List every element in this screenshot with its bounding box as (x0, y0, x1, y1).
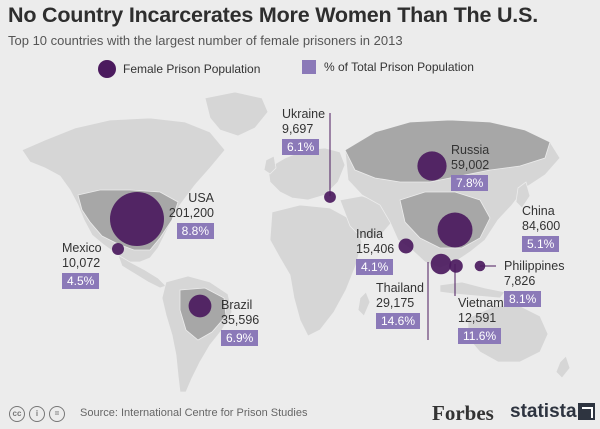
label-thailand-population: 29,175 (376, 296, 415, 310)
source-note: Source: International Centre for Prison … (80, 407, 308, 419)
japan (515, 181, 531, 209)
statista-mark-icon (578, 403, 595, 420)
label-india-share: 4.1% (356, 259, 394, 275)
africa (269, 204, 363, 337)
bubble-vietnam (449, 259, 463, 273)
bubble-brazil (188, 294, 212, 318)
label-mexico-population: 10,072 (62, 256, 101, 270)
chart-title: No Country Incarcerates More Women Than … (8, 3, 538, 27)
label-russia-share: 7.8% (451, 175, 489, 191)
label-usa-population: 201,200 (168, 206, 214, 220)
label-ukraine: Ukraine 9,697 6.1% (282, 107, 325, 155)
label-russia-population: 59,002 (451, 158, 490, 172)
forbes-logo[interactable]: Forbes (432, 401, 494, 425)
label-brazil-population: 35,596 (221, 313, 260, 327)
label-usa-share: 8.8% (176, 223, 214, 239)
label-philippines-share: 8.1% (504, 291, 542, 307)
bubble-mexico (112, 243, 124, 255)
label-thailand-share: 14.6% (376, 313, 421, 329)
label-china-share: 5.1% (522, 236, 560, 252)
label-brazil: Brazil 35,596 6.9% (221, 298, 259, 346)
label-brazil-share: 6.9% (221, 330, 259, 346)
label-ukraine-name: Ukraine (282, 107, 326, 121)
label-china-population: 84,600 (522, 219, 561, 233)
footer: cc i = Source: International Centre for … (0, 400, 600, 429)
madagascar (357, 291, 371, 317)
label-china-name: China (522, 204, 555, 218)
legend-population-label: Female Prison Population (123, 62, 261, 76)
label-thailand: Thailand 29,175 14.6% (376, 281, 424, 329)
label-india: India 15,406 4.1% (356, 227, 394, 275)
label-vietnam-population: 12,591 (458, 311, 497, 325)
label-philippines-population: 7,826 (504, 274, 536, 288)
bubble-philippines (474, 260, 486, 272)
bubble-china (437, 212, 473, 248)
russia-shape (344, 119, 551, 183)
label-vietnam-name: Vietnam (458, 296, 504, 310)
no-derivatives-icon[interactable]: = (49, 406, 65, 422)
bubble-india (398, 238, 414, 254)
legend-share-label: % of Total Prison Population (324, 60, 474, 74)
legend-share: % of Total Prison Population (302, 60, 474, 74)
label-russia: Russia 59,002 7.8% (451, 143, 489, 191)
label-vietnam-share: 11.6% (458, 328, 502, 344)
label-usa: USA 201,200 8.8% (160, 191, 214, 239)
bubble-ukraine (324, 191, 336, 203)
label-vietnam: Vietnam 12,591 11.6% (458, 296, 504, 344)
label-ukraine-share: 6.1% (282, 139, 320, 155)
label-philippines: Philippines 7,826 8.1% (504, 259, 564, 307)
chart-subtitle: Top 10 countries with the largest number… (8, 33, 403, 48)
uk (263, 155, 277, 175)
label-mexico-share: 4.5% (62, 273, 100, 289)
label-usa-name: USA (188, 191, 214, 205)
indonesia (439, 281, 506, 299)
bubbles (110, 151, 486, 318)
label-russia-name: Russia (451, 143, 490, 157)
label-india-name: India (356, 227, 384, 241)
label-mexico-name: Mexico (62, 241, 102, 255)
legend-population: Female Prison Population (98, 60, 260, 78)
legend: Female Prison Population % of Total Pris… (0, 60, 600, 82)
square-icon (302, 60, 316, 74)
label-india-population: 15,406 (356, 242, 395, 256)
label-china: China 84,600 5.1% (522, 204, 560, 252)
statista-logo[interactable]: statista (510, 401, 577, 422)
cc-icon[interactable]: cc (9, 406, 25, 422)
bubble-russia (417, 151, 447, 181)
bubble-thailand (430, 253, 452, 275)
greenland (204, 91, 269, 137)
bubble-icon (98, 60, 116, 78)
label-mexico: Mexico 10,072 4.5% (62, 241, 102, 289)
label-ukraine-population: 9,697 (282, 122, 314, 136)
label-philippines-name: Philippines (504, 259, 565, 273)
label-thailand-name: Thailand (376, 281, 424, 295)
attribution-icon[interactable]: i (29, 406, 45, 422)
label-brazil-name: Brazil (221, 298, 253, 312)
bubble-usa (110, 192, 164, 246)
europe (267, 147, 346, 201)
new-zealand (555, 355, 571, 379)
central-america (117, 254, 167, 289)
